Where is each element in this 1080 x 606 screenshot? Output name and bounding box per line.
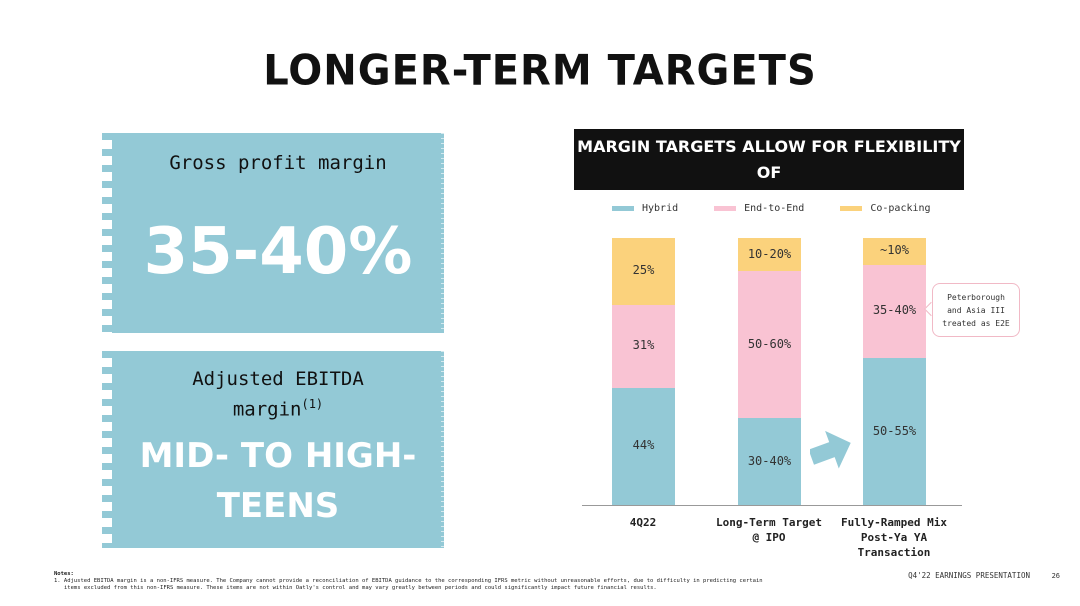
chart-title-banner: MARGIN TARGETS ALLOW FOR FLEXIBILITY OF … (574, 129, 964, 208)
notes-line1: 1. Adjusted EBITDA margin is a non-IFRS … (54, 578, 763, 584)
adjusted-ebitda-margin-label: Adjusted EBITDA margin(1) (112, 367, 444, 422)
bar-segment-co-packing: 10-20% (738, 238, 801, 272)
callout-annotation: Peterborough and Asia III treated as E2E (932, 283, 1020, 337)
data-label: ~10% (880, 243, 909, 258)
bar-3: 50-55% 35-40% ~10% (863, 238, 926, 505)
callout-line3: treated as E2E (942, 319, 1010, 328)
x-axis-line (582, 505, 962, 506)
bar-segment-co-packing: 25% (612, 238, 675, 305)
page-number: 26 (1051, 572, 1060, 580)
data-label: 25% (632, 263, 655, 278)
torn-edge-right (441, 133, 445, 333)
bar-segment-hybrid: 50-55% (863, 358, 926, 505)
chart-title-line1: MARGIN TARGETS ALLOW FOR FLEXIBILITY OF (577, 137, 961, 182)
gross-profit-margin-label: Gross profit margin (169, 152, 387, 174)
adjusted-ebitda-margin-card: Adjusted EBITDA margin(1) MID- TO HIGH- … (102, 351, 445, 548)
legend-item-hybrid: Hybrid (612, 203, 678, 214)
bar-segment-end-to-end: 31% (612, 304, 675, 388)
torn-edge-right (441, 351, 445, 548)
ebitda-value-line1: MID- TO HIGH- (139, 436, 417, 476)
legend-label-end-to-end: End-to-End (744, 203, 805, 214)
callout-line1: Peterborough (947, 293, 1005, 302)
torn-edge (102, 351, 122, 548)
x-tick-label: Long-Term Target @ IPO (716, 516, 822, 544)
data-label: 31% (632, 338, 655, 353)
data-label: 50-55% (872, 423, 917, 438)
x-tick-label: Fully-Ramped Mix Post-Ya YA Transaction (841, 516, 947, 559)
bar-segment-hybrid: 44% (612, 387, 675, 505)
footnotes: Notes: 1. Adjusted EBITDA margin is a no… (54, 571, 874, 592)
presentation-footer: Q4'22 EARNINGS PRESENTATION (908, 571, 1030, 580)
data-label: 50-60% (747, 336, 792, 351)
chart-legend: Hybrid End-to-End Co-packing (612, 203, 967, 214)
torn-edge (102, 133, 122, 333)
callout-line2: and Asia III (947, 306, 1005, 315)
ebitda-value-line2: TEENS (216, 486, 340, 526)
bar-segment-co-packing: ~10% (863, 238, 926, 265)
notes-heading: Notes: (54, 571, 74, 577)
bar-1: 44% 31% 25% (612, 238, 675, 505)
bar-segment-hybrid: 30-40% (738, 418, 801, 505)
legend-swatch-hybrid (612, 206, 634, 211)
gross-profit-margin-card: Gross profit margin 35-40% (102, 133, 445, 333)
bar-segment-end-to-end: 50-60% (738, 271, 801, 419)
gross-profit-margin-value: 35-40% (143, 215, 413, 289)
legend-item-end-to-end: End-to-End (714, 203, 804, 214)
adjusted-ebitda-margin-value: MID- TO HIGH- TEENS (112, 431, 444, 531)
data-label: 30-40% (747, 453, 792, 468)
slide-title: LONGER-TERM TARGETS (263, 46, 817, 96)
arrow-right-icon (810, 430, 851, 469)
data-label: 10-20% (747, 246, 792, 261)
ebitda-label-line2: margin (232, 398, 302, 421)
legend-label-hybrid: Hybrid (642, 203, 679, 214)
data-label: 35-40% (872, 303, 917, 318)
bar-2: 30-40% 50-60% 10-20% (738, 238, 801, 505)
x-tick-label: 4Q22 (629, 516, 657, 529)
legend-swatch-end-to-end (714, 206, 737, 211)
legend-swatch-co-packing (840, 206, 863, 211)
notes-line2: items excluded from this non-IFRS measur… (64, 585, 657, 591)
legend-label-co-packing: Co-packing (870, 203, 931, 214)
footnote-ref: (1) (301, 397, 324, 411)
bar-segment-end-to-end: 35-40% (863, 264, 926, 359)
legend-item-co-packing: Co-packing (840, 203, 931, 214)
chart-title-line2: LONG-TERM PRODUCTION MIX (634, 189, 904, 208)
data-label: 44% (632, 438, 655, 453)
ebitda-label-line1: Adjusted EBITDA (192, 368, 364, 390)
